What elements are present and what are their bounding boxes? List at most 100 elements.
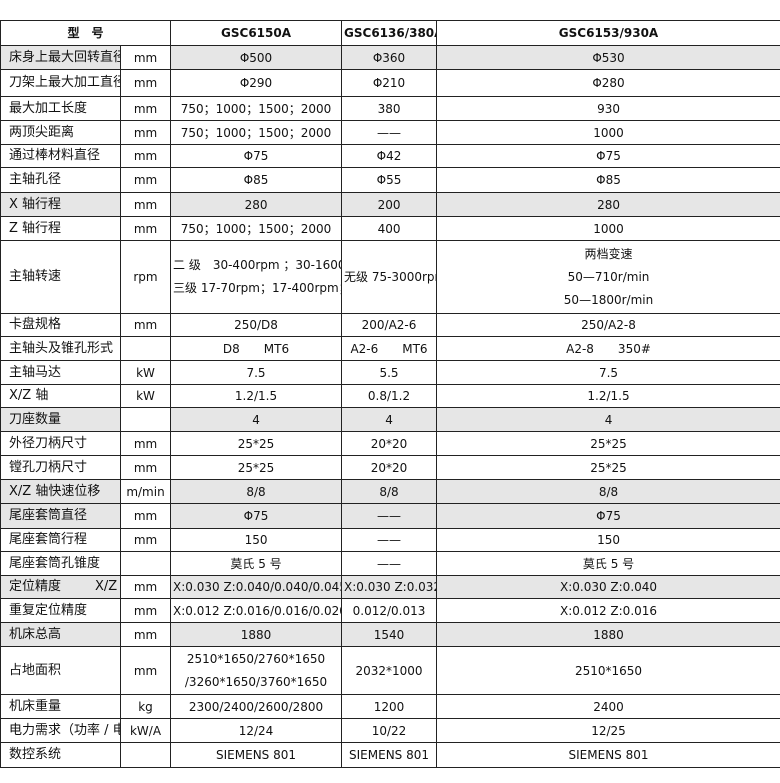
- value-line: 280: [597, 197, 620, 212]
- table-row: 电力需求（功率 / 电流）kW/A 12/24 10/22 12/25: [0, 718, 780, 743]
- value-line: 750；1000；1500；2000: [180, 221, 332, 236]
- value-model-1: 250/D8: [170, 313, 343, 337]
- value-model-2: 400: [341, 216, 438, 241]
- value-line: 930: [597, 101, 620, 116]
- table-row: 尾座套筒孔锥度 莫氏 5 号 —— 莫氏 5 号: [0, 551, 780, 576]
- value-model-1: SIEMENS 801: [170, 742, 343, 768]
- value-line: 4: [604, 412, 613, 427]
- value-model-1: Φ85: [170, 167, 343, 193]
- row-label: 占地面积: [0, 646, 121, 695]
- value-model-2: 5.5: [341, 360, 438, 385]
- table-row: 两顶尖距离 mm 750；1000；1500；2000 —— 1000: [0, 120, 780, 145]
- row-unit: mm: [119, 598, 172, 623]
- row-label: 尾座套筒直径: [0, 503, 121, 529]
- value-line: SIEMENS 801: [568, 748, 649, 762]
- value-model-3: Φ85: [436, 167, 780, 193]
- value-line: 8/8: [246, 484, 266, 499]
- value-line: 150: [244, 533, 268, 547]
- row-unit: [119, 336, 172, 361]
- value-model-1: Φ75: [170, 144, 343, 168]
- value-line: D8 MT6: [222, 341, 290, 356]
- row-label: 尾座套筒行程: [0, 528, 121, 552]
- value-model-2: 8/8: [341, 479, 438, 504]
- row-label-text: 主轴头及锥孔形式: [9, 340, 114, 356]
- value-model-3: 12/25: [436, 718, 780, 743]
- table-row: 刀座数量 4 4 4: [0, 407, 780, 432]
- value-line: 200/A2-6: [361, 318, 417, 332]
- row-unit: mm: [119, 646, 172, 695]
- value-model-1: 150: [170, 528, 343, 552]
- value-model-2: A2-6 MT6: [341, 336, 438, 361]
- table-row: 卡盘规格 mm 250/D8 200/A2-6 250/A2-8: [0, 313, 780, 337]
- row-label: 机床总高: [0, 622, 121, 647]
- value-line: 2400: [593, 699, 624, 714]
- row-label: 床身上最大回转直径: [0, 45, 121, 70]
- header-model-2: GSC6136/380A: [341, 20, 438, 46]
- value-model-2: 4: [341, 407, 438, 432]
- value-model-2: ——: [341, 120, 438, 145]
- value-line: Φ85: [596, 173, 621, 187]
- row-unit: mm: [119, 192, 172, 217]
- row-label-text: 镗孔刀柄尺寸: [9, 459, 88, 475]
- row-label: 卡盘规格: [0, 313, 121, 337]
- row-label-text: Z 轴行程: [9, 220, 62, 236]
- value-model-2: 20*20: [341, 455, 438, 480]
- value-model-2: ——: [341, 551, 438, 576]
- value-line: 两档变速: [584, 246, 633, 261]
- row-label-text: 机床总高: [9, 626, 62, 642]
- value-model-1: X:0.012 Z:0.016/0.016/0.020/0.025: [170, 598, 343, 623]
- value-line: Φ530: [592, 50, 625, 65]
- value-line: 380: [377, 101, 401, 116]
- value-line: 1200: [373, 699, 405, 714]
- row-unit: mm: [119, 575, 172, 599]
- value-line: 12/24: [238, 723, 274, 738]
- value-model-1: 280: [170, 192, 343, 217]
- value-model-3: 4: [436, 407, 780, 432]
- value-line: Φ75: [596, 509, 621, 523]
- value-model-3: Φ75: [436, 503, 780, 529]
- value-line: ——: [377, 125, 402, 140]
- row-label: 两顶尖距离: [0, 120, 121, 145]
- value-line: ——: [377, 533, 402, 547]
- value-line: /3260*1650/3760*1650: [184, 674, 328, 689]
- value-model-1: 7.5: [170, 360, 343, 385]
- row-label-text: 电力需求（功率 / 电流）: [9, 722, 120, 738]
- value-line: ——: [377, 509, 402, 523]
- table-row: 占地面积 mm 2510*1650/2760*1650/3260*1650/3760…: [0, 646, 780, 695]
- value-model-2: X:0.030 Z:0.032: [341, 575, 438, 599]
- row-unit: mm: [119, 120, 172, 145]
- row-label-text: 尾座套筒行程: [9, 532, 88, 547]
- table-row: 最大加工长度 mm 750；1000；1500；2000 380 930: [0, 96, 780, 121]
- row-label: 机床重量: [0, 694, 121, 719]
- value-model-2: 0.012/0.013: [341, 598, 438, 623]
- row-unit: mm: [119, 313, 172, 337]
- value-line: 4: [385, 412, 393, 427]
- row-label: 电力需求（功率 / 电流）: [0, 718, 121, 743]
- value-line: 莫氏 5 号: [230, 556, 282, 571]
- row-unit: [119, 407, 172, 432]
- value-line: 1000: [593, 221, 624, 236]
- value-line: 12/25: [591, 723, 626, 738]
- row-label: 通过棒材料直径: [0, 144, 121, 168]
- value-line: 25*25: [237, 460, 275, 475]
- value-model-2: 20*20: [341, 431, 438, 456]
- row-label-axis: X/Z: [95, 579, 118, 594]
- value-line: Φ75: [243, 149, 269, 163]
- table-row: 刀架上最大加工直径 mm Φ290 Φ210 Φ280: [0, 69, 780, 97]
- row-label: 定位精度 X/Z: [0, 575, 121, 599]
- value-line: 20*20: [370, 436, 408, 451]
- value-line: 1000: [593, 125, 624, 140]
- table-row: 主轴头及锥孔形式 D8 MT6 A2-6 MT6 A2-8 350#: [0, 336, 780, 361]
- value-line: 50—710r/min: [567, 269, 650, 284]
- value-line: Φ85: [243, 173, 269, 187]
- row-unit: mm: [119, 69, 172, 97]
- value-line: 2300/2400/2600/2800: [188, 699, 324, 714]
- value-line: 2032*1000: [355, 663, 423, 678]
- row-label: 外径刀柄尺寸: [0, 431, 121, 456]
- value-model-2: Φ360: [341, 45, 438, 70]
- value-model-2: 10/22: [341, 718, 438, 743]
- row-label-text: X/Z 轴: [9, 388, 49, 403]
- value-model-3: 2400: [436, 694, 780, 719]
- row-unit: mm: [119, 144, 172, 168]
